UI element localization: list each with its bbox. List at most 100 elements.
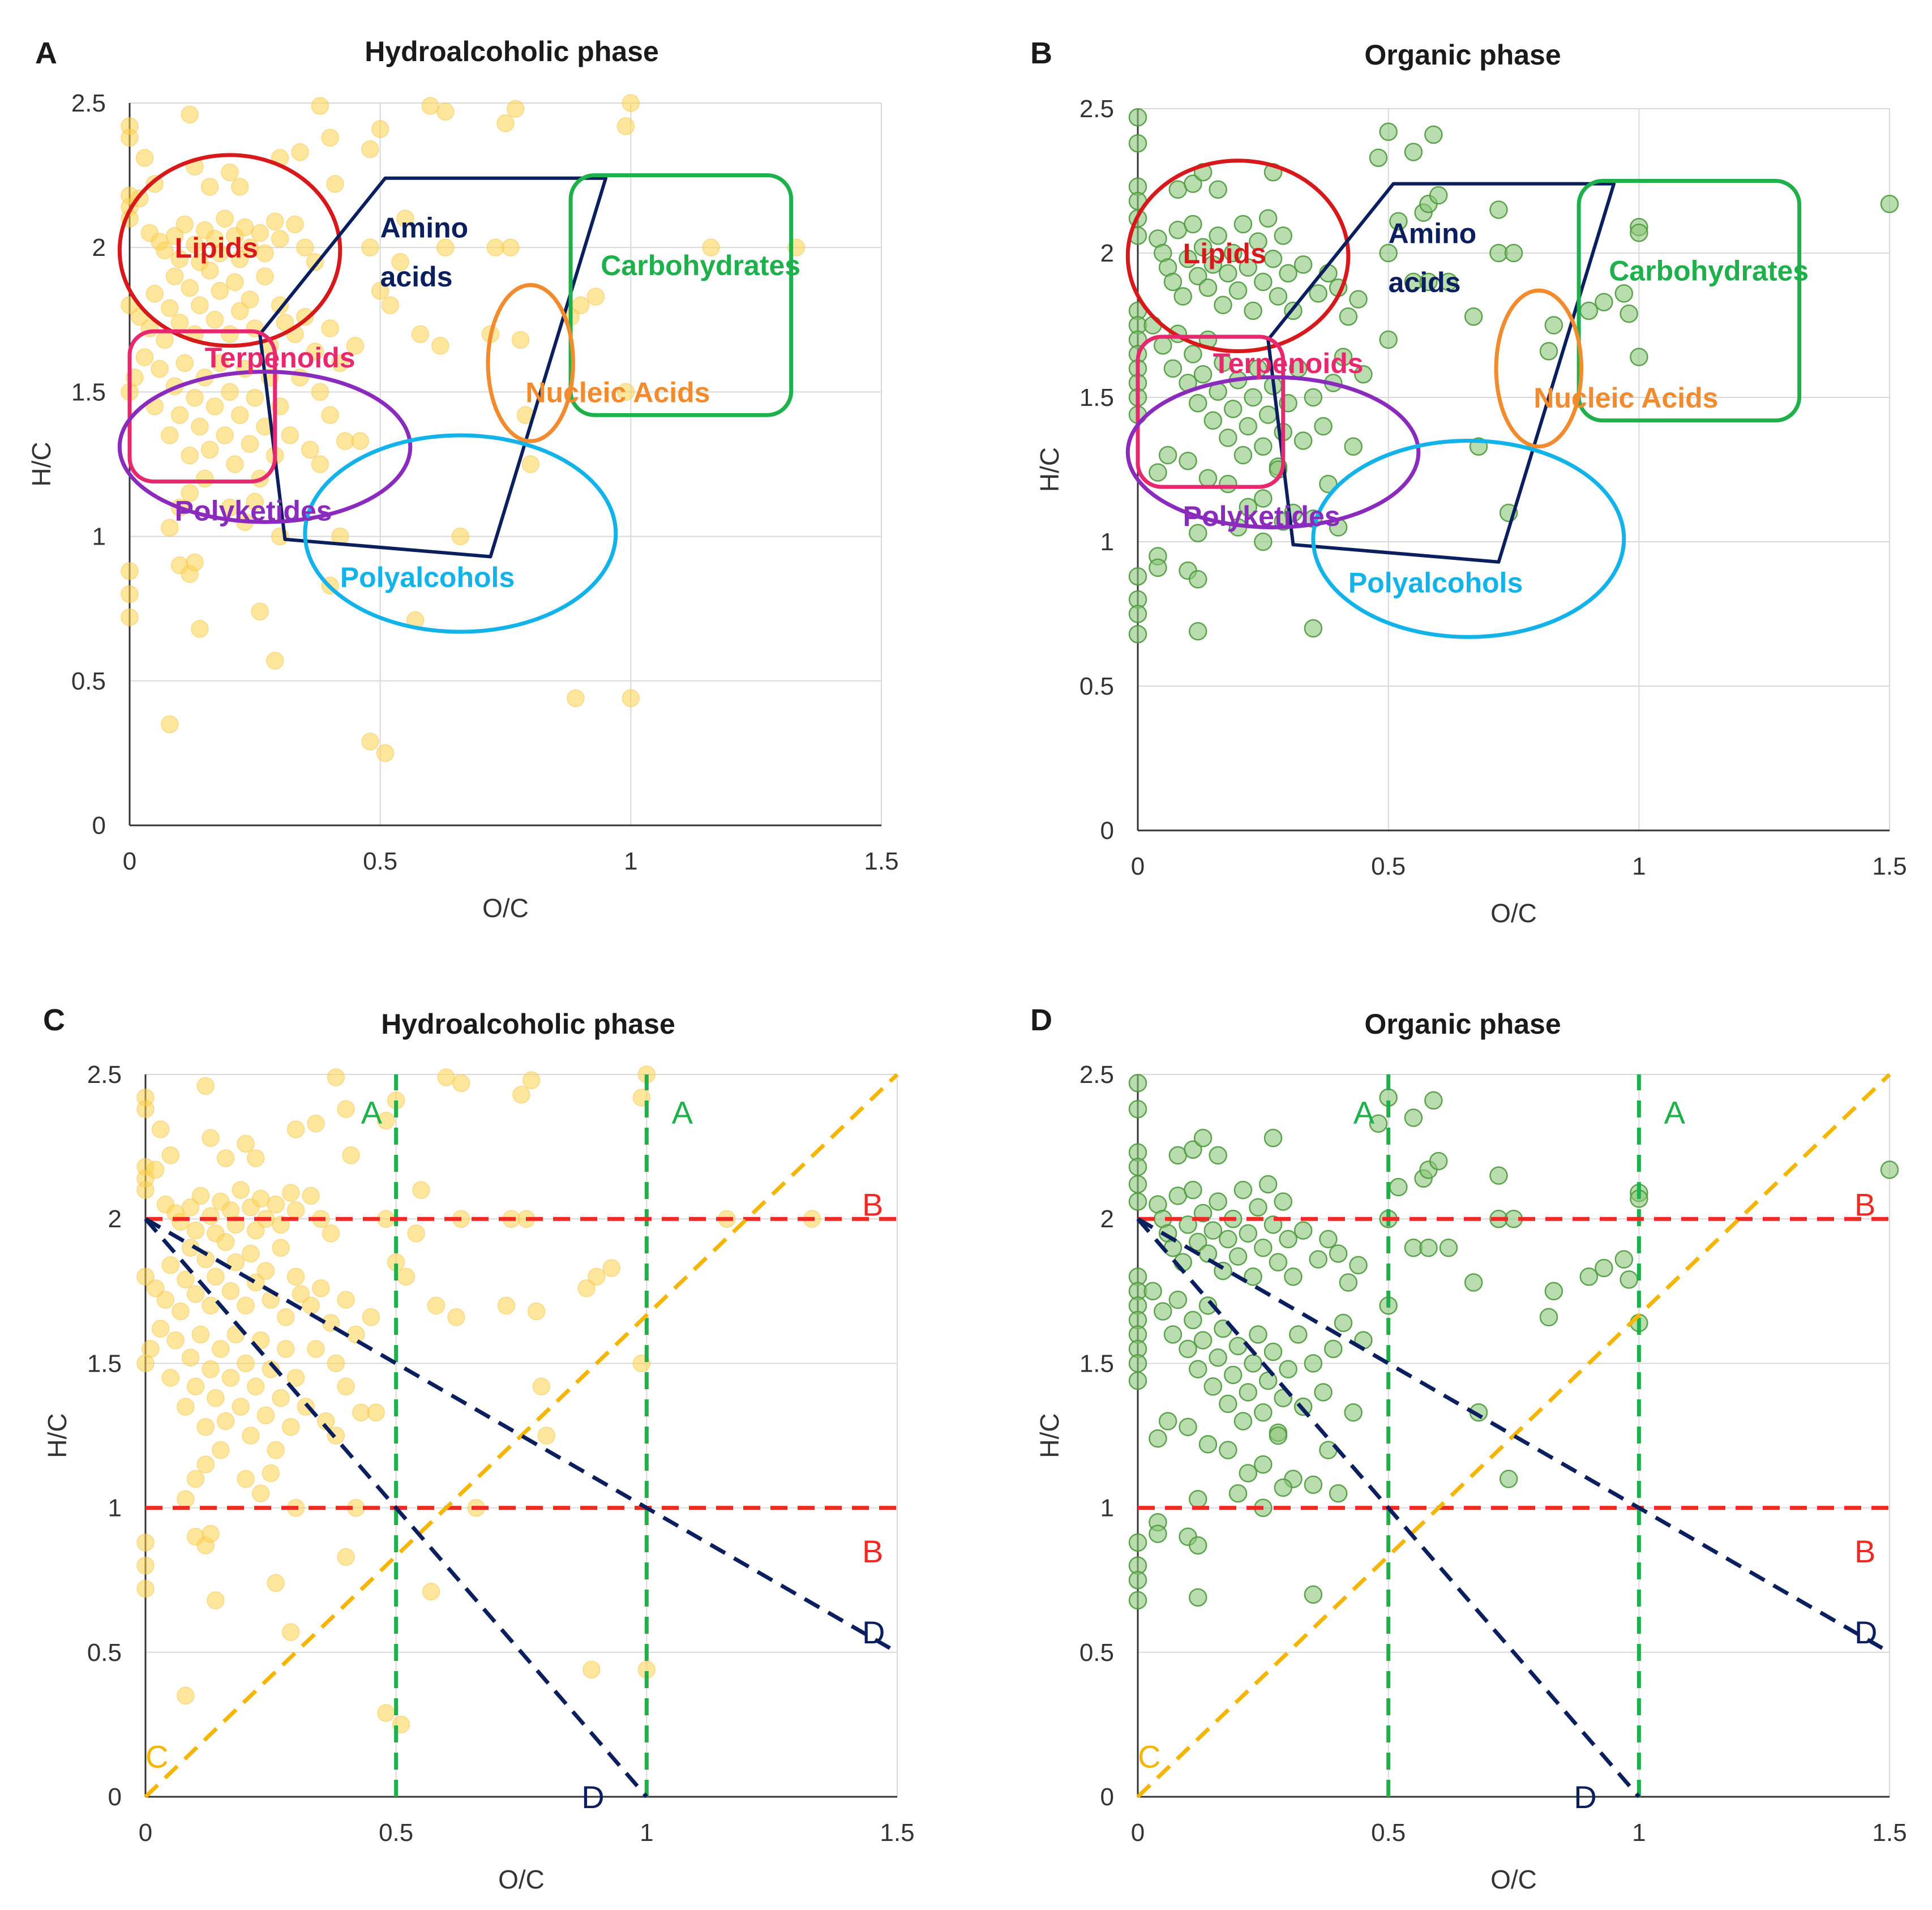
data-point [156, 1291, 175, 1309]
data-point [1630, 348, 1648, 366]
data-point [186, 1285, 205, 1303]
data-point [1219, 1230, 1237, 1249]
data-point [1128, 1354, 1147, 1373]
data-point [1304, 388, 1323, 407]
data-point [186, 553, 204, 572]
data-point [1419, 1238, 1438, 1257]
data-point [1254, 532, 1273, 551]
data-point [1304, 1354, 1323, 1373]
data-point [1269, 287, 1288, 306]
data-point [1209, 1348, 1227, 1367]
data-point [216, 209, 234, 228]
data-point [211, 244, 229, 263]
data-point [436, 238, 455, 256]
data-point [346, 336, 365, 355]
data-point [1184, 1140, 1202, 1159]
y-tick-label: 0 [1100, 817, 1114, 845]
data-point [1198, 1435, 1218, 1454]
data-point [1293, 1221, 1313, 1240]
data-point [371, 282, 389, 300]
data-point [181, 1198, 200, 1217]
region-label-lipids: Lipids [1183, 238, 1266, 269]
data-point [1128, 624, 1147, 644]
data-point [1209, 1192, 1227, 1211]
data-point [226, 455, 244, 473]
data-point [1188, 622, 1207, 641]
data-point [196, 1077, 215, 1095]
data-point [1263, 1129, 1283, 1147]
data-point [181, 105, 199, 124]
y-tick-label: 2.5 [87, 1061, 122, 1089]
data-point [181, 446, 199, 465]
x-tick-label: 0.5 [363, 847, 397, 875]
data-point [1419, 272, 1438, 292]
data-point [161, 715, 179, 734]
data-point [1149, 1429, 1167, 1448]
data-point [191, 1187, 210, 1205]
data-point [1193, 238, 1213, 257]
data-point [1424, 1091, 1443, 1110]
data-point [1614, 284, 1634, 303]
data-point [381, 296, 400, 315]
y-tick-label: 1 [1100, 1494, 1114, 1522]
data-point [170, 406, 189, 424]
scatter-series-d [1128, 1074, 1899, 1610]
data-point [221, 1369, 240, 1387]
data-point [616, 383, 635, 401]
region-label-polyalcohols: Polyalcohols [340, 562, 515, 593]
data-point [232, 1398, 250, 1416]
data-point [202, 1524, 220, 1543]
boundary-line-c [144, 1073, 899, 1798]
region-terpenoids [1136, 335, 1286, 489]
data-point [321, 129, 339, 147]
data-point [306, 342, 324, 361]
data-point [1539, 1308, 1558, 1326]
data-point [396, 209, 414, 228]
data-point [1880, 195, 1899, 213]
data-point [1239, 1383, 1258, 1402]
data-point [191, 296, 209, 315]
data-point [582, 1660, 601, 1679]
region-lipids [1125, 159, 1351, 353]
data-point [256, 267, 274, 285]
data-point [237, 1354, 255, 1373]
x-tick-label: 0.5 [1371, 853, 1406, 880]
data-point [1439, 272, 1458, 292]
data-point [572, 296, 590, 315]
data-point [165, 267, 184, 285]
data-point [202, 1207, 220, 1225]
data-point [1379, 243, 1398, 263]
data-point [200, 178, 219, 196]
data-point [1128, 605, 1147, 623]
data-point [1389, 212, 1408, 231]
data-point [212, 1441, 230, 1459]
boundary-label-b: B [1854, 1187, 1875, 1223]
region-label-nucleic-acids: Nucleic Acids [1533, 382, 1718, 414]
data-point [371, 120, 389, 138]
data-point [1239, 417, 1258, 436]
data-point [177, 1686, 195, 1705]
data-point [200, 440, 219, 459]
data-point [427, 1296, 445, 1315]
y-tick-label: 2 [92, 234, 106, 262]
data-point [161, 299, 179, 318]
data-point [1544, 1282, 1563, 1301]
data-point [186, 1221, 205, 1240]
data-point [1344, 1403, 1363, 1422]
data-point [181, 1348, 200, 1367]
data-point [1263, 1342, 1283, 1361]
x-axis-label: O/C [1490, 1865, 1537, 1894]
data-point [175, 215, 194, 234]
data-point [177, 1490, 195, 1509]
data-point [527, 1302, 546, 1321]
data-point [1233, 215, 1253, 234]
data-point [1263, 249, 1283, 268]
data-point [321, 319, 339, 337]
data-point [145, 285, 164, 303]
y-tick-label: 1 [1100, 528, 1114, 556]
data-point [1198, 469, 1218, 488]
data-point [146, 1160, 165, 1179]
data-point [616, 117, 635, 135]
data-point [326, 175, 344, 193]
data-point [486, 238, 505, 256]
